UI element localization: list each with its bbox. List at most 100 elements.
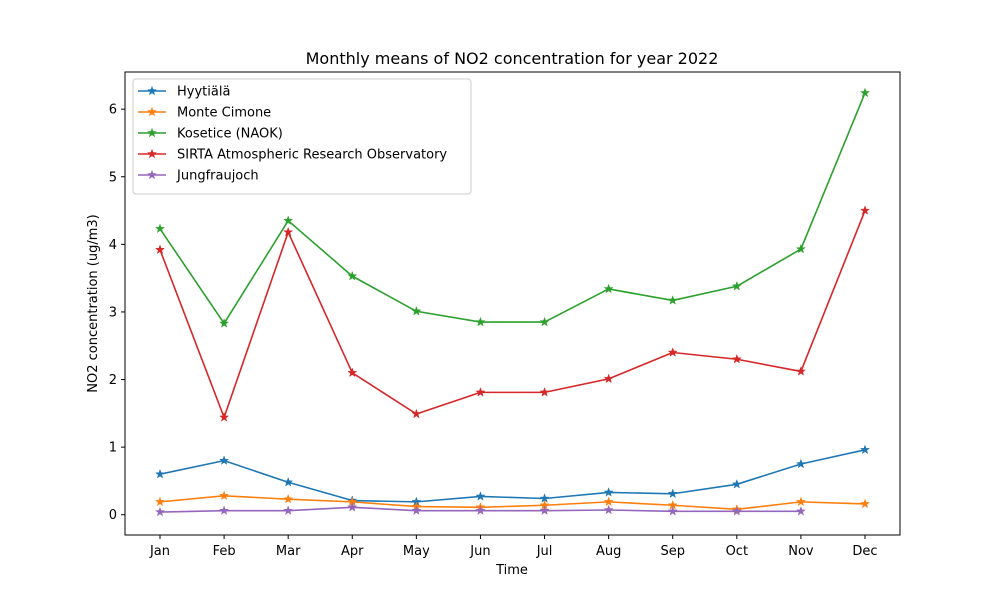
data-point-marker [795,458,807,469]
y-tick-label: 5 [109,170,117,185]
data-point-marker [218,455,230,465]
legend-label: Monte Cimone [177,106,271,121]
series-group [154,444,871,507]
data-point-marker [154,244,166,255]
x-tick-label: Jan [149,544,170,559]
legend-item: SIRTA Atmospheric Research Observatory [138,148,447,163]
chart-title: Monthly means of NO2 concentration for y… [306,49,719,68]
data-point-marker [475,316,486,327]
data-point-marker [283,476,294,487]
data-point-marker [731,280,742,291]
data-point-marker [154,506,166,517]
series-group [154,501,807,517]
data-point-marker [283,215,294,226]
data-point-marker [154,496,166,507]
x-tick-label: Dec [852,544,877,559]
data-point-marker [475,491,486,501]
data-point-marker [218,318,230,328]
data-point-marker [603,496,614,507]
x-tick-label: Oct [726,544,748,559]
data-point-marker [218,412,230,422]
x-axis: Jan Feb Mar Apr May Jun Jul Aug Sep Oct Nov Dec [149,535,878,559]
legend-label: SIRTA Atmospheric Research Observatory [177,148,447,163]
data-point-marker [603,504,614,515]
data-point-marker [475,387,486,397]
series-line [159,92,866,325]
x-axis-title: Time [495,563,528,578]
x-tick-label: Sep [660,544,685,559]
data-point-marker [667,295,678,305]
series-group [154,205,871,422]
data-point-marker [154,468,166,479]
legend-label: Hyytiälä [177,85,230,100]
legend-label: Jungfraujoch [176,169,259,184]
data-point-marker [283,226,294,237]
legend-star-marker [146,85,158,96]
data-point-marker [539,387,550,397]
data-point-marker [859,444,871,455]
data-point-marker [667,347,678,357]
legend-item: Kosetice (NAOK) [138,127,283,142]
data-point-marker [154,223,166,234]
x-tick-label: Feb [213,544,236,559]
x-tick-label: May [403,544,430,559]
y-tick-label: 4 [109,238,117,253]
data-point-marker [411,505,422,516]
legend-star-marker [146,106,158,117]
series-group [154,87,871,328]
data-point-marker [603,487,614,497]
y-axis-title: NO2 concentration (ug/m3) [86,214,101,392]
data-point-marker [475,505,486,516]
data-point-marker [411,305,422,316]
data-point-marker [539,505,550,516]
series-line [159,495,866,511]
data-point-marker [539,316,550,327]
data-point-marker [603,283,614,294]
data-point-marker [218,505,230,516]
y-axis: 0 1 2 3 4 5 6 [109,103,125,523]
data-point-marker [347,501,358,512]
x-tick-label: Nov [788,544,814,559]
axes-frame [124,71,901,536]
data-point-marker [731,505,742,516]
x-tick-label: Jun [469,544,490,559]
data-point-marker [667,488,678,499]
legend-item: Jungfraujoch [138,169,259,184]
legend-star-marker [146,148,158,159]
y-tick-label: 0 [109,508,117,523]
data-point-marker [667,505,678,516]
legend: Hyytiälä Monte Cimone Kosetice (NAOK) SIRTA… [132,78,472,195]
data-point-marker [795,243,807,254]
data-point-marker [411,408,422,419]
data-point-marker [795,496,807,507]
plot-area [154,87,871,517]
data-point-marker [347,270,358,281]
data-point-marker [795,366,807,376]
data-point-marker [731,478,742,489]
x-tick-label: Aug [596,544,621,559]
data-point-marker [859,87,871,98]
legend-star-marker [146,169,158,180]
data-point-marker [859,498,871,509]
y-tick-label: 2 [109,373,117,388]
y-tick-label: 6 [109,103,117,118]
data-point-marker [795,505,807,516]
data-point-marker [218,490,230,501]
legend-label: Kosetice (NAOK) [177,127,283,142]
series-line [159,449,866,503]
x-tick-label: Jul [536,544,553,559]
data-point-marker [859,205,871,215]
legend-box [132,78,472,195]
data-point-marker [347,367,358,378]
x-tick-label: Mar [276,544,301,559]
data-point-marker [283,493,294,504]
x-tick-label: Apr [341,544,364,559]
series-line [159,210,866,419]
y-tick-label: 1 [109,441,117,456]
legend-star-marker [146,127,158,138]
data-point-marker [603,373,614,384]
data-point-marker [731,353,742,364]
legend-item: Monte Cimone [138,106,271,121]
y-tick-label: 3 [109,305,117,320]
